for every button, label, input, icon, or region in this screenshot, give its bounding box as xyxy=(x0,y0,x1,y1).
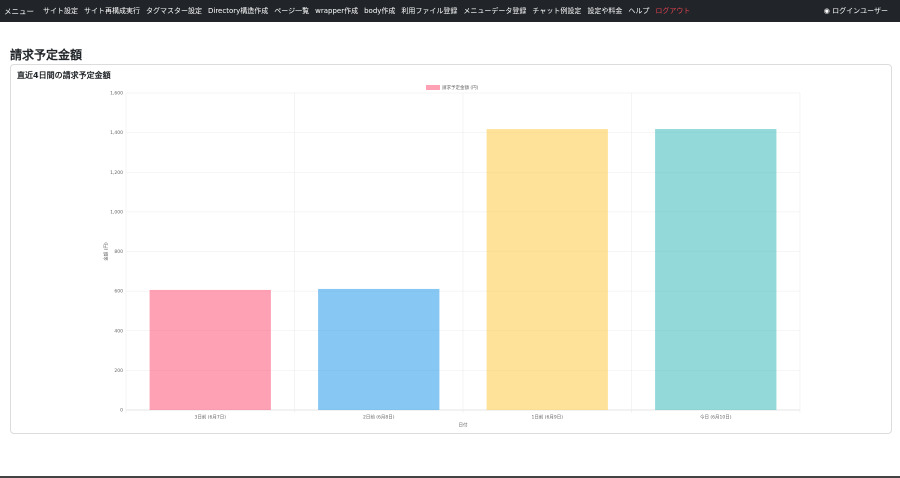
card-title: 直近4日間の請求予定金額 xyxy=(17,71,111,80)
nav-logout[interactable]: ログアウト xyxy=(655,7,691,15)
footer-line xyxy=(0,476,900,478)
nav-user[interactable]: ◉ ログインユーザー xyxy=(823,7,888,15)
nav-link[interactable]: ヘルプ xyxy=(628,7,650,15)
y-axis-title: 金額 (円) xyxy=(103,242,110,261)
legend-label: 請求予定金額 (円) xyxy=(442,84,479,91)
bar xyxy=(655,129,777,410)
x-tick-label: 2日前 (6月8日) xyxy=(363,414,395,421)
nav-link[interactable]: メニューデータ登録 xyxy=(463,7,527,15)
y-tick-label: 1,600 xyxy=(110,91,123,97)
card: 直近4日間の請求予定金額 xyxy=(10,64,892,434)
nav-brand[interactable]: メニュー xyxy=(4,6,34,16)
nav-link[interactable]: タグマスター設定 xyxy=(146,7,202,15)
y-tick-label: 400 xyxy=(114,328,123,334)
y-tick-label: 800 xyxy=(114,249,123,255)
y-tick-label: 200 xyxy=(114,368,123,374)
nav-link[interactable]: サイト設定 xyxy=(43,7,78,15)
nav-link[interactable]: ページ一覧 xyxy=(274,7,310,15)
nav-link[interactable]: Directory構造作成 xyxy=(208,7,269,15)
y-tick-label: 600 xyxy=(114,289,123,295)
nav-link[interactable]: wrapper作成 xyxy=(315,7,359,15)
y-tick-label: 1,000 xyxy=(110,209,123,215)
y-tick-label: 0 xyxy=(120,408,123,414)
x-tick-label: 1日前 (6月9日) xyxy=(531,414,563,421)
legend-swatch xyxy=(426,85,440,90)
page-title: 請求予定金額 xyxy=(10,48,83,62)
bar xyxy=(149,289,271,410)
nav-link[interactable]: body作成 xyxy=(364,7,396,15)
x-tick-label: 今日 (6月10日) xyxy=(700,414,732,421)
nav-link[interactable]: チャット例設定 xyxy=(532,7,582,15)
x-axis-title: 日付 xyxy=(459,422,468,429)
bar xyxy=(486,129,608,410)
x-tick-label: 3日前 (6月7日) xyxy=(194,414,226,421)
nav-link[interactable]: 設定や料金 xyxy=(587,7,623,15)
y-tick-label: 1,400 xyxy=(110,130,123,136)
user-name[interactable]: ログインユーザー xyxy=(832,7,888,15)
nav-link[interactable]: 利用ファイル登録 xyxy=(401,7,458,15)
bar xyxy=(318,288,440,410)
navbar: メニュー サイト設定 サイト再構成実行 タグマスター設定 Directory構造作成ペ… xyxy=(0,0,900,22)
y-tick-label: 1,200 xyxy=(110,170,123,176)
nav-link[interactable]: サイト再構成実行 xyxy=(84,7,140,15)
